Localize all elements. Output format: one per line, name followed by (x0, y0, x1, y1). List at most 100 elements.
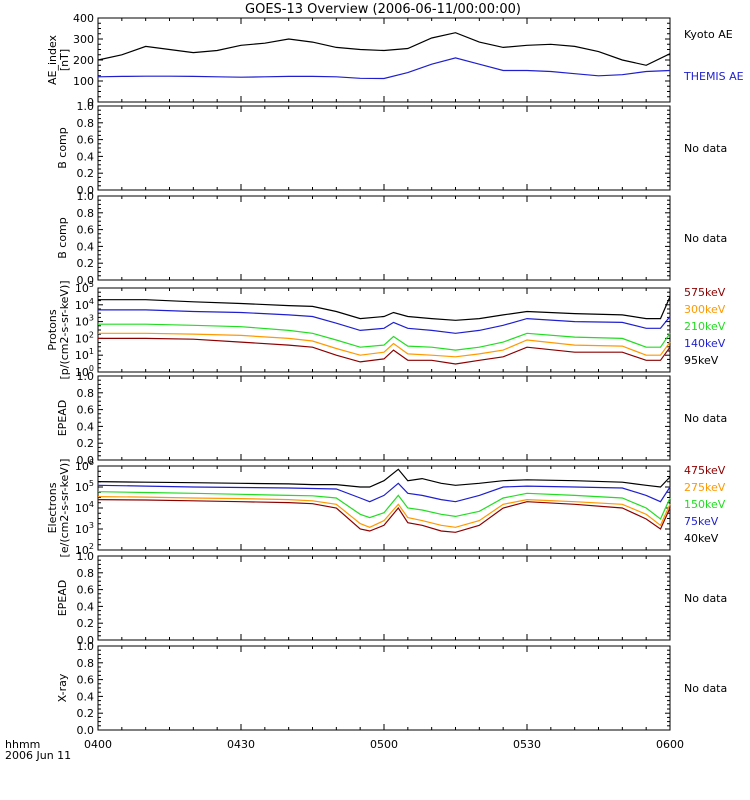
y-axis-label: EPEAD (56, 400, 69, 437)
y-tick-label: 100 (73, 75, 94, 88)
y-axis-label: EPEAD (56, 580, 69, 617)
y-tick-label: 101 (75, 347, 94, 362)
panel-frame (97, 195, 671, 281)
status-label: No data (684, 592, 727, 605)
time-units-label: hhmm (5, 738, 40, 751)
time-tick-label: 0500 (370, 738, 398, 751)
y-tick-label: 0.8 (77, 657, 95, 670)
y-tick-label: 0 (87, 96, 94, 109)
legend-label: 210keV (684, 320, 726, 333)
y-axis-label: AE_index (46, 34, 59, 85)
series-line-275kev (97, 496, 671, 528)
legend-label: 575keV (684, 286, 726, 299)
panels-group: 0 100 200 300 400 AE_index [nT] Kyoto AE THEMIS … (46, 12, 744, 737)
panel-1: 0 100 200 300 400 AE_index [nT] Kyoto AE THEMIS … (46, 12, 744, 109)
y-tick-label: 0.2 (77, 167, 95, 180)
y-tick-label: 104 (75, 297, 94, 312)
panel-frame (97, 465, 671, 551)
y-tick-label: 1.0 (77, 190, 95, 203)
y-axis-label: Electrons (46, 482, 59, 533)
y-tick-label: 400 (73, 12, 94, 25)
y-tick-label: 0.8 (77, 207, 95, 220)
y-tick-label: 0.4 (77, 420, 95, 433)
y-tick-label: 0.0 (77, 274, 95, 287)
y-tick-label: 0.4 (77, 690, 95, 703)
series-line-475kev (97, 499, 671, 533)
legend-label: 40keV (684, 532, 719, 545)
y-tick-label: 103 (75, 521, 94, 536)
y-tick-label: 0.2 (77, 707, 95, 720)
y-tick-label: 0.0 (77, 634, 95, 647)
y-tick-label: 0.4 (77, 150, 95, 163)
y-tick-label: 104 (75, 500, 94, 515)
series-line-575kev (98, 337, 671, 365)
legend-label: 475keV (684, 464, 726, 477)
legend-label: 300keV (684, 303, 726, 316)
panel-8: 0.0 0.2 0.4 0.6 0.8 1.0 X-ray No data (56, 640, 727, 737)
y-tick-label: 0.6 (77, 134, 95, 147)
legend-label: 95keV (684, 354, 719, 367)
y-tick-label: 105 (75, 479, 94, 494)
y-tick-label: 106 (75, 458, 94, 473)
panel-5: 0.0 0.2 0.4 0.6 0.8 1.0 EPEAD No data (56, 370, 727, 467)
y-tick-label: 102 (75, 330, 94, 345)
y-tick-label: 300 (73, 33, 94, 46)
y-tick-label: 0.0 (77, 184, 95, 197)
y-tick-label: 0.6 (77, 674, 95, 687)
series-line-kyoto-ae (97, 32, 671, 66)
y-tick-label: 103 (75, 314, 94, 329)
y-tick-label: 0.6 (77, 404, 95, 417)
y-tick-label: 0.4 (77, 600, 95, 613)
y-tick-label: 0.4 (77, 240, 95, 253)
y-tick-label: 0.8 (77, 567, 95, 580)
series-line-140kev (98, 309, 671, 334)
time-date-label: 2006 Jun 11 (5, 749, 71, 762)
panel-frame (97, 105, 671, 191)
series-line-95kev (98, 296, 671, 321)
plot-title: GOES-13 Overview (2006-06-11/00:00:00) (245, 2, 521, 17)
series-line-75kev (97, 482, 671, 503)
y-tick-label: 0.2 (77, 617, 95, 630)
panel-7: 0.0 0.2 0.4 0.6 0.8 1.0 EPEAD No data (56, 550, 727, 647)
legend-label: 275keV (684, 481, 726, 494)
y-axis-units: [nT] (58, 49, 71, 71)
y-axis-label: B comp (56, 127, 69, 169)
y-tick-label: 0.6 (77, 224, 95, 237)
status-label: No data (684, 232, 727, 245)
legend-label: 150keV (684, 498, 726, 511)
time-tick-label: 0400 (84, 738, 112, 751)
y-tick-label: 0.8 (77, 117, 95, 130)
status-label: No data (684, 142, 727, 155)
series-line-150kev (97, 491, 671, 520)
legend-label: Kyoto AE (684, 28, 733, 41)
y-axis-label: X-ray (56, 673, 69, 702)
panel-frame (97, 645, 671, 731)
status-label: No data (684, 412, 727, 425)
y-tick-label: 0.6 (77, 584, 95, 597)
panel-frame (97, 555, 671, 641)
status-label: No data (684, 682, 727, 695)
y-tick-label: 200 (73, 54, 94, 67)
y-tick-label: 1.0 (77, 100, 95, 113)
y-tick-label: 1.0 (77, 370, 95, 383)
y-axis-units: [p/(cm2-s-sr-keV)] (58, 280, 71, 379)
y-tick-label: 1.0 (77, 640, 95, 653)
series-line-210kev (98, 323, 671, 351)
legend-label: THEMIS AE (683, 70, 744, 83)
y-axis-label: B comp (56, 217, 69, 259)
panel-frame (97, 375, 671, 461)
panel-frame (97, 17, 671, 103)
legend-label: 75keV (684, 515, 719, 528)
y-tick-label: 0.2 (77, 257, 95, 270)
time-tick-label: 0600 (656, 738, 684, 751)
y-tick-label: 0.0 (77, 454, 95, 467)
panel-2: 0.0 0.2 0.4 0.6 0.8 1.0 B comp No data (56, 100, 727, 197)
y-axis-label: Protons (46, 309, 59, 350)
series-line-40kev (97, 468, 671, 488)
y-tick-label: 0.8 (77, 387, 95, 400)
time-tick-label: 0530 (513, 738, 541, 751)
series-line-themis-ae (97, 57, 671, 80)
y-axis-units: [e/(cm2-s-sr-keV)] (58, 459, 71, 558)
